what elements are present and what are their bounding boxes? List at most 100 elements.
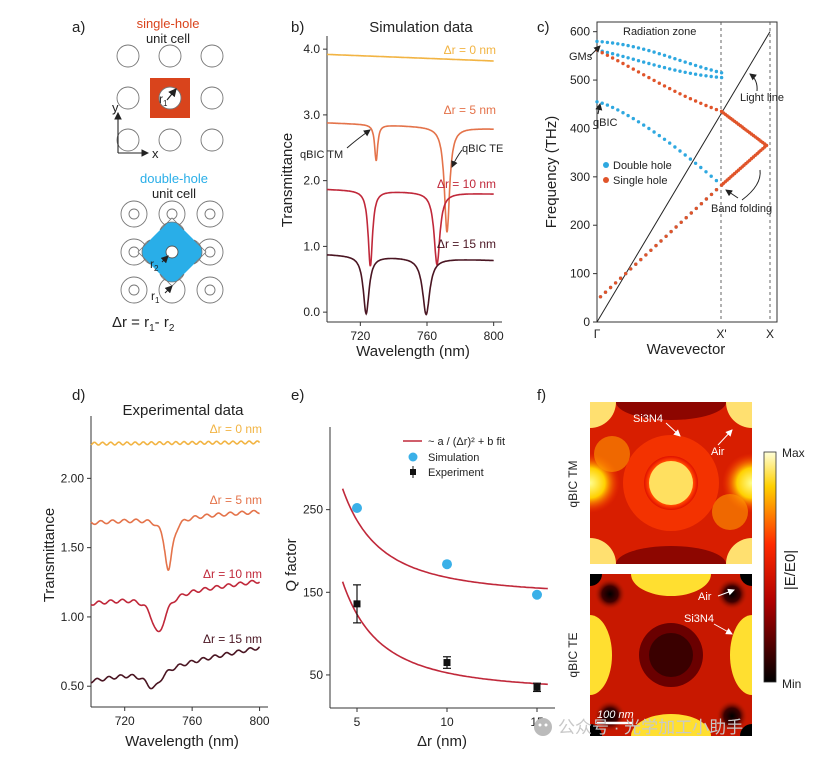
band-point-1-0-5 [621, 61, 625, 66]
series-curve-2 [90, 579, 261, 633]
band-point-1-2-23 [714, 188, 719, 192]
colorbar-max-label: Max [782, 446, 805, 460]
series-label-3: Δr = 15 nm [437, 237, 496, 251]
panel-f: f) Si3N4 Air qBIC TM [537, 387, 805, 736]
band-point-0-2-4 [616, 108, 620, 112]
panel-c-xlabel: Wavevector [647, 341, 726, 358]
band-point-0-2-15 [673, 145, 677, 149]
panel-b-ylabel: Transmittance [279, 133, 296, 227]
panel-d-xlabel: Wavelength (nm) [125, 733, 239, 750]
band-point-0-0-11 [652, 50, 656, 54]
panel-c-ylabel: Frequency (THz) [543, 116, 560, 229]
band-point-1-0-4 [616, 59, 620, 63]
panel-e-experiment-points [353, 584, 541, 693]
band-point-1-2-21 [704, 197, 709, 201]
simulation-point-1 [442, 559, 452, 570]
double-hole-right-cutout [193, 239, 207, 265]
band-point-1-0-3 [610, 56, 615, 60]
band-point-0-0-13 [662, 53, 667, 57]
fit-curve-0 [341, 488, 548, 590]
tm-material-label: Si3N4 [633, 413, 663, 425]
panel-d: d) Experimental data 720 760 800 0.50 1.00 1.… [41, 387, 270, 750]
series-label-1: Δr = 5 nm [444, 103, 496, 117]
single-hole-title: single-hole [137, 16, 200, 31]
tm-air-arrow [717, 429, 733, 446]
light-line-label: Light line [740, 92, 784, 104]
band-point-0-2-12 [657, 133, 661, 138]
x-tick-label-800: 800 [484, 329, 504, 343]
band-point-0-2-22 [709, 174, 713, 178]
band-point-1-2-14 [669, 229, 673, 234]
colorbar-label: |E/E0| [782, 550, 799, 590]
double-hole-bottom-cutout [159, 273, 185, 287]
band-point-0-1-3 [610, 52, 615, 56]
legend-experiment: Experiment [428, 467, 484, 479]
e-y-tick-label-250: 250 [303, 503, 323, 517]
panel-d-ylabel: Transmittance [41, 508, 58, 602]
panel-e-ylabel: Q factor [283, 538, 300, 591]
band-point-0-2-16 [678, 149, 682, 153]
lattice-hole-5 [116, 128, 140, 152]
lattice-large-hole-2 [120, 276, 148, 304]
y-tick-label-0.50: 0.50 [61, 679, 85, 693]
band-point-0-2-23 [714, 178, 719, 183]
x-tick-label-800: 800 [250, 714, 270, 728]
c-y-tick-label-0: 0 [583, 315, 590, 329]
band-point-0-2-18 [688, 157, 693, 161]
te-air-arrow [717, 588, 735, 597]
series-label-2: Δr = 10 nm [203, 567, 262, 581]
band-point-0-1-2 [605, 50, 610, 55]
te-map-label: qBIC TE [566, 632, 580, 677]
band-point-1-0-19 [693, 99, 698, 103]
legend-single-hole-marker [603, 177, 609, 183]
band-point-0-2-19 [693, 161, 698, 165]
band-point-1-0-23 [714, 107, 719, 112]
band-point-1-2-15 [674, 225, 678, 229]
panel-e-simulation-points [352, 502, 542, 600]
y-tick-label-1.0: 1.0 [303, 239, 320, 253]
lattice-small-hole-tl [128, 208, 140, 220]
band-point-1-2-13 [664, 234, 668, 238]
legend-fit: ~ a / (Δr)² + b fit [428, 436, 505, 448]
legend-single-hole: Single hole [613, 175, 667, 187]
qbic-tm-annotation: qBIC TM [300, 149, 343, 161]
experiment-point-0 [353, 600, 361, 608]
band-point-0-2-5 [621, 111, 625, 115]
band-point-0-2-6 [626, 113, 630, 118]
panel-d-title: Experimental data [123, 402, 245, 419]
panel-b: b) Simulation data 720 760 800 0.0 1.0 2.0 3.0… [279, 19, 504, 360]
band-point-0-1-22 [709, 74, 713, 79]
panel-a: a) single-hole unit cell r1 y x double-h… [72, 16, 224, 334]
band-point-0-2-11 [652, 130, 656, 134]
y-tick-label-0.0: 0.0 [303, 305, 320, 319]
tm-map-label: qBIC TM [566, 460, 580, 507]
r1-arrow [166, 88, 177, 101]
band-point-1-2-17 [684, 216, 688, 220]
band-point-1-0-18 [688, 97, 693, 101]
band-point-1-0-11 [652, 78, 656, 83]
gms-arrow [589, 45, 601, 57]
y-tick-label-2.0: 2.0 [303, 174, 320, 188]
x-tick-label-760: 760 [417, 329, 437, 343]
fit-curve-1 [341, 581, 548, 686]
band-point-0-0-16 [678, 58, 682, 63]
band-point-0-1-14 [668, 67, 672, 71]
y-tick-label-1.00: 1.00 [61, 610, 85, 624]
band-point-1-2-22 [709, 192, 714, 197]
r1-arrow-double [164, 285, 173, 294]
band-point-1-2-5 [624, 271, 628, 276]
series-curve-3 [326, 254, 494, 316]
watermark-text: 公众号 · 光学加工小助手 [558, 718, 743, 737]
band-point-0-0-8 [636, 46, 641, 50]
y-tick-label-2.00: 2.00 [61, 471, 85, 485]
double-hole-title: double-hole [140, 171, 208, 186]
band-point-0-0-12 [657, 52, 661, 56]
band-point-1-0-16 [678, 92, 682, 96]
series-curve-2 [326, 188, 494, 267]
band-point-1-2-20 [699, 202, 704, 206]
band-point-0-0-21 [704, 66, 708, 71]
x-axis-label: x [152, 146, 159, 161]
c-y-tick-label-200: 200 [570, 218, 590, 232]
scale-bar-label: 100 nm [597, 709, 634, 721]
